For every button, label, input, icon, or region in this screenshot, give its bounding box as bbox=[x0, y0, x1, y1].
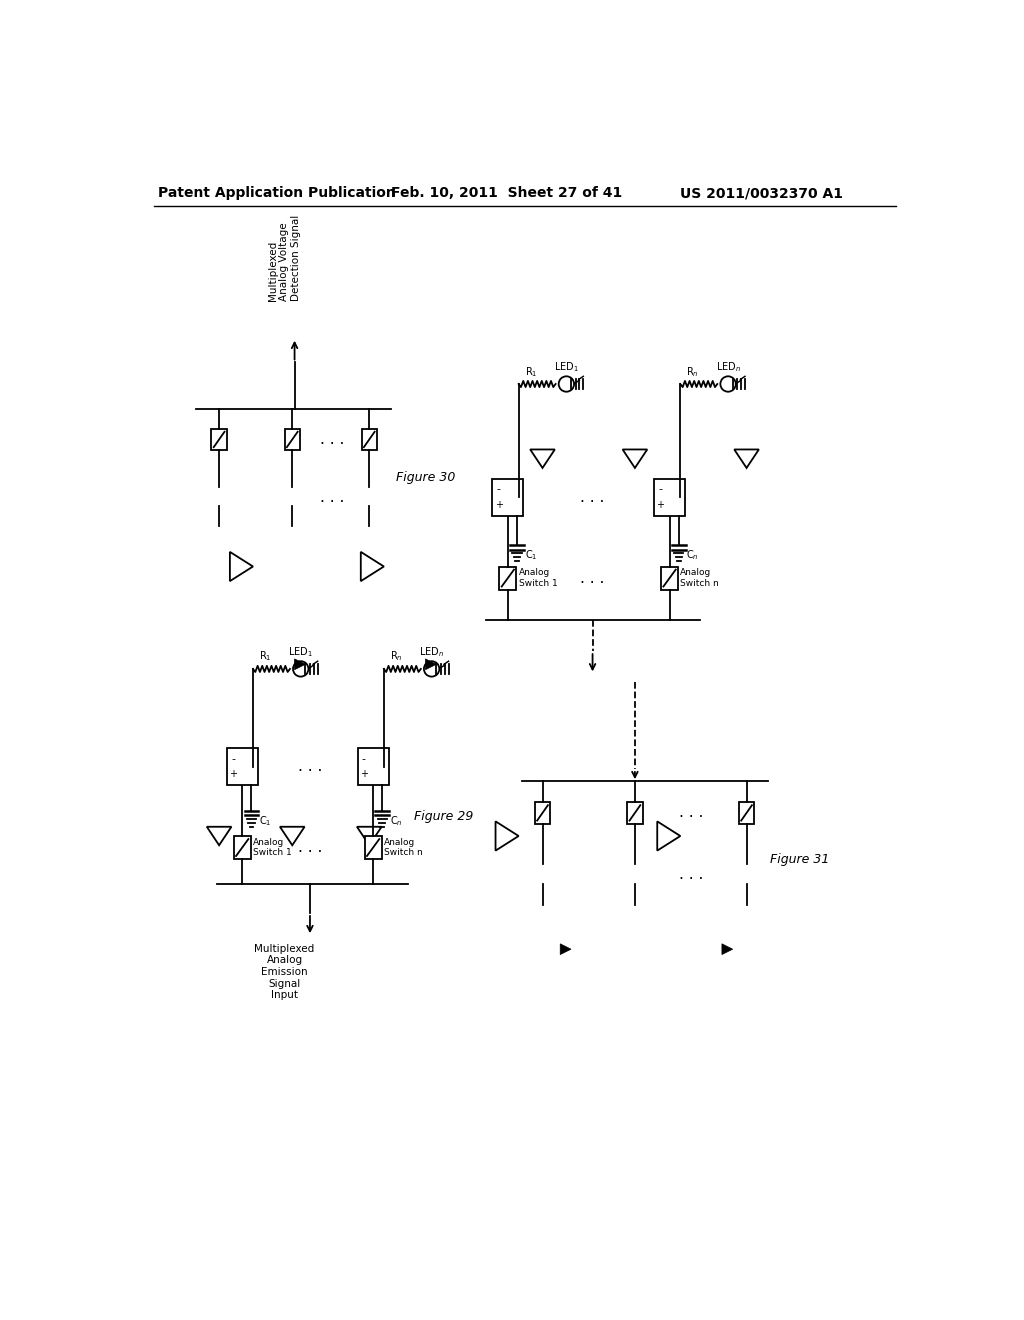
Text: R$_1$: R$_1$ bbox=[524, 364, 538, 379]
Text: -: - bbox=[497, 484, 501, 495]
Polygon shape bbox=[722, 944, 733, 954]
Bar bbox=[662, 566, 678, 590]
Text: . . .: . . . bbox=[679, 805, 703, 821]
Text: . . .: . . . bbox=[298, 840, 323, 855]
Text: -: - bbox=[361, 754, 366, 764]
Polygon shape bbox=[425, 659, 436, 669]
Text: Analog
Switch n: Analog Switch n bbox=[680, 569, 719, 587]
Text: R$_n$: R$_n$ bbox=[390, 649, 402, 664]
Bar bbox=[361, 429, 377, 450]
Bar bbox=[500, 566, 516, 590]
Bar bbox=[357, 748, 388, 785]
Text: Multiplexed
Analog Voltage
Detection Signal: Multiplexed Analog Voltage Detection Sig… bbox=[267, 215, 301, 301]
Bar bbox=[535, 803, 550, 824]
Text: LED$_1$: LED$_1$ bbox=[554, 360, 579, 374]
Text: Multiplexed
Analog
Emission
Signal
Input: Multiplexed Analog Emission Signal Input bbox=[254, 944, 314, 1001]
Text: Patent Application Publication: Patent Application Publication bbox=[158, 186, 395, 201]
Bar bbox=[365, 836, 382, 859]
Text: LED$_n$: LED$_n$ bbox=[716, 360, 740, 374]
Text: +: + bbox=[229, 770, 237, 779]
Text: C$_n$: C$_n$ bbox=[390, 813, 402, 828]
Text: +: + bbox=[359, 770, 368, 779]
Bar bbox=[211, 429, 226, 450]
Text: . . .: . . . bbox=[679, 867, 703, 882]
Text: +: + bbox=[656, 500, 665, 510]
Text: -: - bbox=[658, 484, 663, 495]
Bar bbox=[739, 803, 755, 824]
Text: Figure 29: Figure 29 bbox=[414, 810, 473, 824]
Bar bbox=[285, 429, 300, 450]
Text: Feb. 10, 2011  Sheet 27 of 41: Feb. 10, 2011 Sheet 27 of 41 bbox=[391, 186, 622, 201]
Text: . . .: . . . bbox=[321, 432, 344, 447]
Text: +: + bbox=[495, 500, 503, 510]
Text: Analog
Switch 1: Analog Switch 1 bbox=[518, 569, 557, 587]
Bar bbox=[628, 803, 643, 824]
Text: C$_1$: C$_1$ bbox=[259, 813, 271, 828]
Text: Figure 30: Figure 30 bbox=[396, 471, 456, 484]
Polygon shape bbox=[560, 944, 571, 954]
Text: . . .: . . . bbox=[321, 490, 344, 504]
Text: C$_1$: C$_1$ bbox=[524, 548, 538, 562]
Bar bbox=[233, 836, 251, 859]
Text: . . .: . . . bbox=[581, 490, 605, 504]
Bar bbox=[226, 748, 258, 785]
Text: -: - bbox=[231, 754, 234, 764]
Bar bbox=[493, 479, 523, 516]
Text: Analog
Switch n: Analog Switch n bbox=[384, 838, 423, 857]
Text: R$_n$: R$_n$ bbox=[686, 364, 699, 379]
Text: LED$_n$: LED$_n$ bbox=[419, 645, 444, 659]
Text: Figure 31: Figure 31 bbox=[770, 853, 829, 866]
Text: LED$_1$: LED$_1$ bbox=[289, 645, 313, 659]
Text: C$_n$: C$_n$ bbox=[686, 548, 699, 562]
Text: . . .: . . . bbox=[581, 570, 605, 586]
Text: . . .: . . . bbox=[298, 759, 323, 775]
Text: R$_1$: R$_1$ bbox=[259, 649, 271, 664]
Text: Analog
Switch 1: Analog Switch 1 bbox=[253, 838, 292, 857]
Text: US 2011/0032370 A1: US 2011/0032370 A1 bbox=[681, 186, 844, 201]
Bar bbox=[654, 479, 685, 516]
Polygon shape bbox=[295, 659, 305, 669]
